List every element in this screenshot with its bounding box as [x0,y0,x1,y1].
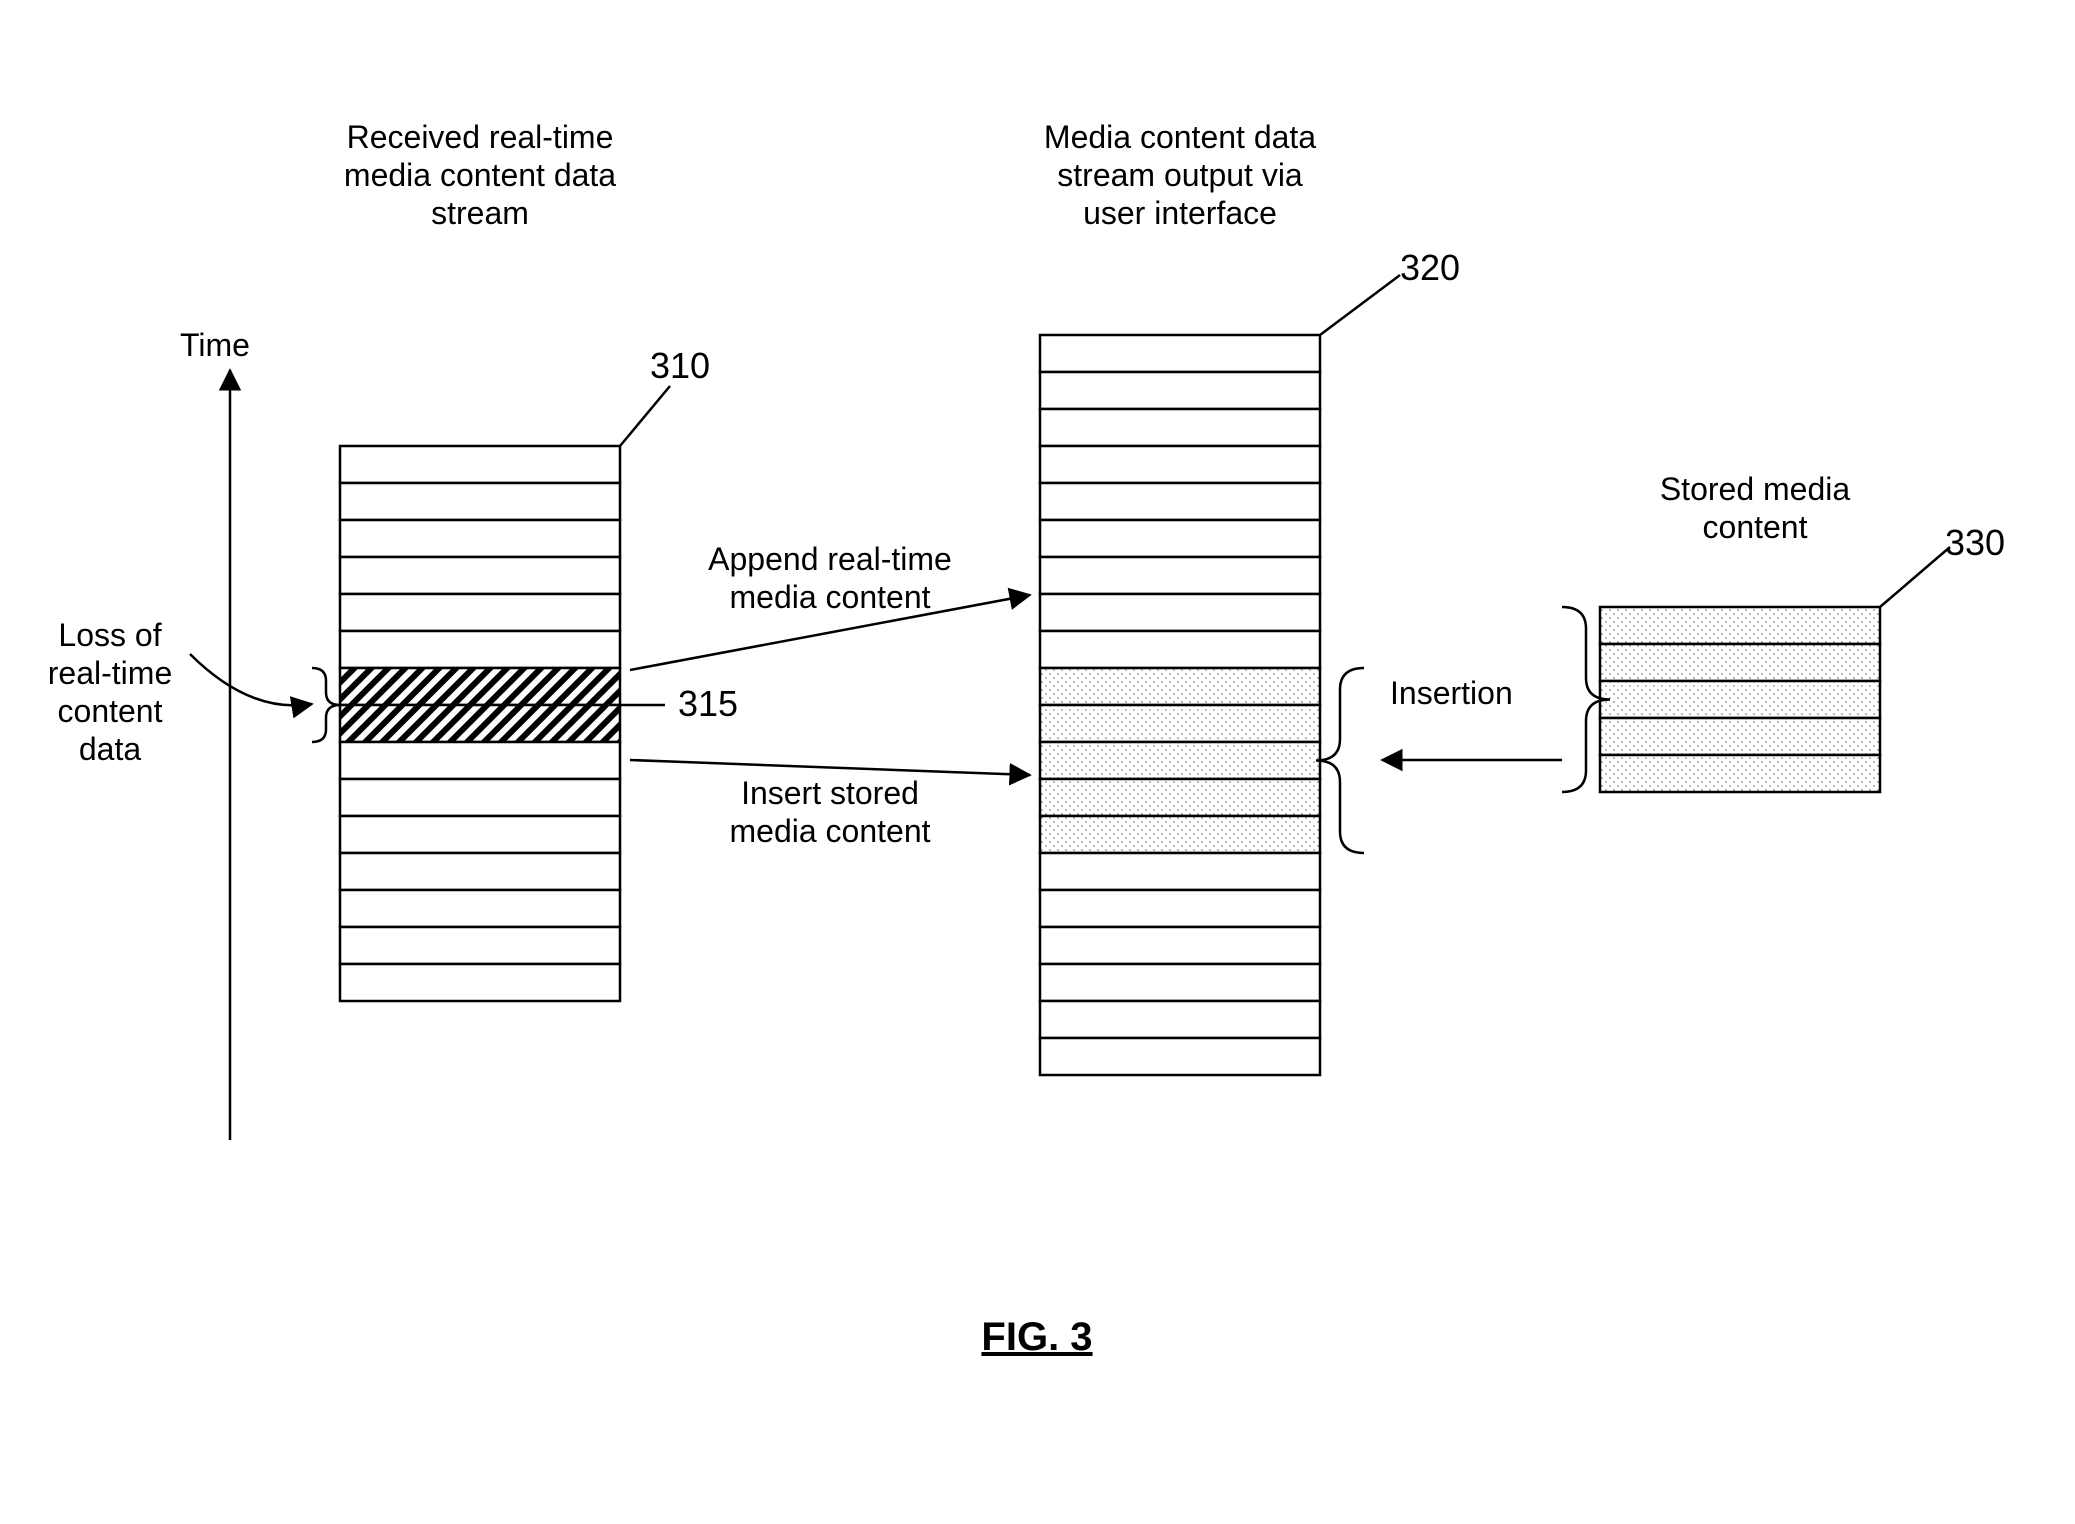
stack-row [1040,557,1320,594]
stack-row [340,705,620,742]
insert-arrow [630,760,1030,775]
stack-row [340,742,620,779]
stack-row [1040,335,1320,372]
figure-caption: FIG. 3 [981,1315,1092,1359]
stack-row [1040,594,1320,631]
loss-label-1: Loss of [58,617,161,653]
col3-title-line1: Stored media [1660,471,1851,507]
loss-label-4: data [79,731,141,767]
stack-row [1600,718,1880,755]
stack-row [1040,483,1320,520]
stack-row [1040,705,1320,742]
stack-row [340,890,620,927]
ref-310-label: 310 [650,345,710,386]
stack-row [340,520,620,557]
stack-row [1040,927,1320,964]
stack-row [1040,779,1320,816]
stack-row [340,631,620,668]
ref-315-label: 315 [678,683,738,724]
stack-row [340,964,620,1001]
stack-row [1040,631,1320,668]
stack-row [340,927,620,964]
stack-row [340,557,620,594]
stack-row [1040,853,1320,890]
col3-title-line2: content [1703,509,1808,545]
stack-row [1040,964,1320,1001]
ref-310-leader [620,386,670,446]
col2-title-line2: stream output via [1057,157,1303,193]
ref-320-leader [1320,275,1400,335]
stack-row [340,779,620,816]
stack-row [1040,446,1320,483]
stack-row [1040,520,1320,557]
stack-row [1040,409,1320,446]
stack-row [340,668,620,705]
received-stream-stack [340,446,620,1001]
ref-320-label: 320 [1400,247,1460,288]
col2-title-line3: user interface [1083,195,1277,231]
stack-row [340,483,620,520]
loss-label-3: content [58,693,163,729]
ref-330-leader [1880,547,1950,607]
col1-title-line2: media content data [344,157,616,193]
loss-brace [312,668,340,742]
output-stream-stack [1040,335,1320,1075]
stack-row [1040,742,1320,779]
time-axis-label: Time [180,327,250,363]
insert-label-2: media content [729,813,930,849]
stack-row [1600,755,1880,792]
stack-row [1600,607,1880,644]
insertion-label: Insertion [1390,675,1513,711]
ref-330-label: 330 [1945,522,2005,563]
stored-content-stack [1600,607,1880,792]
insert-label-1: Insert stored [741,775,919,811]
stack-row [1040,890,1320,927]
stack-row [1040,816,1320,853]
loss-label-2: real-time [48,655,172,691]
col1-title-line1: Received real-time [347,119,614,155]
stack-row [340,446,620,483]
stack-row [340,853,620,890]
stack-row [1600,644,1880,681]
stack-row [340,594,620,631]
append-label-1: Append real-time [708,541,952,577]
col1-title-line3: stream [431,195,529,231]
append-label-2: media content [729,579,930,615]
insertion-brace-right [1316,668,1364,853]
stack-row [1040,668,1320,705]
stack-row [1040,372,1320,409]
loss-arrow [190,654,312,705]
stack-row [340,816,620,853]
stack-row [1040,1038,1320,1075]
col2-title-line1: Media content data [1044,119,1316,155]
stack-row [1600,681,1880,718]
stack-row [1040,1001,1320,1038]
